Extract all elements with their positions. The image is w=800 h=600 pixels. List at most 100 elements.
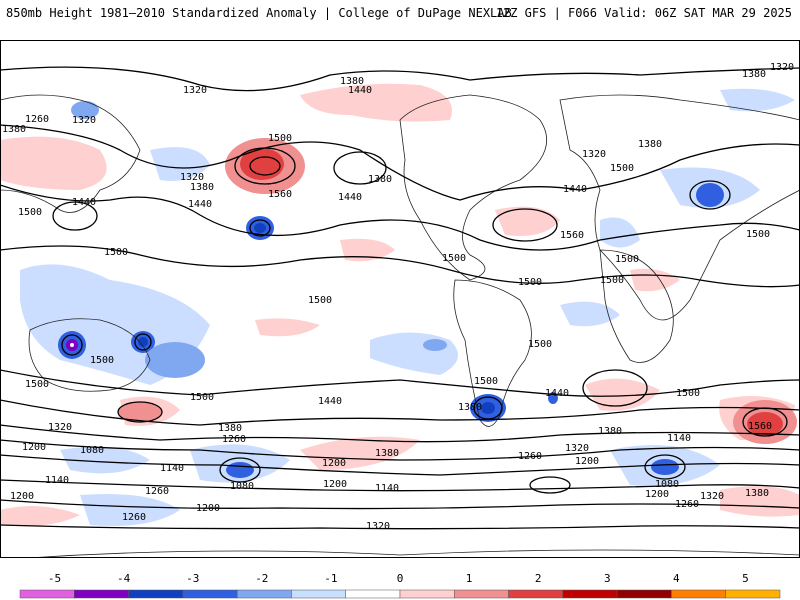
contour-label: 1560 bbox=[268, 189, 292, 200]
contour-label: 1200 bbox=[22, 442, 46, 453]
contour-label: 1260 bbox=[518, 451, 542, 462]
colorbar-swatch bbox=[616, 589, 672, 599]
weather-map: 1320 1260 1320 1380 1380 1440 1500 1560 … bbox=[0, 40, 800, 558]
colorbar-swatch bbox=[345, 589, 401, 599]
contour-label: 1500 bbox=[615, 254, 639, 265]
contour-label: 1320 bbox=[366, 521, 390, 532]
contour-label: 1440 bbox=[563, 184, 587, 195]
contour-label: 1380 bbox=[190, 182, 214, 193]
colorbar-tick-label: 2 bbox=[535, 572, 542, 585]
contour-label: 1380 bbox=[368, 174, 392, 185]
contour-label: 1140 bbox=[375, 483, 399, 494]
contour-label: 1500 bbox=[600, 275, 624, 286]
contour-label: 1500 bbox=[90, 355, 114, 366]
header: 850mb Height 1981–2010 Standardized Anom… bbox=[0, 0, 800, 40]
contour-label: 1320 bbox=[48, 422, 72, 433]
contour-label: 1320 bbox=[770, 62, 794, 73]
contour-label: 1080 bbox=[230, 481, 254, 492]
colorbar-swatch bbox=[508, 589, 564, 599]
contour-label: 1320 bbox=[183, 85, 207, 96]
contour-label: 1500 bbox=[25, 379, 49, 390]
colorbar-swatch bbox=[562, 589, 618, 599]
colorbar-swatch bbox=[19, 589, 75, 599]
contour-label: 1380 bbox=[375, 448, 399, 459]
contour-label: 1200 bbox=[10, 491, 34, 502]
colorbar-swatch bbox=[291, 589, 346, 599]
contour-label: 1500 bbox=[474, 376, 498, 387]
colorbar-swatch bbox=[671, 589, 726, 599]
colorbar-tick-label: -4 bbox=[117, 572, 131, 585]
contour-label: 1380 bbox=[638, 139, 662, 150]
contour-label: 1440 bbox=[338, 192, 362, 203]
contour-label: 1440 bbox=[348, 85, 372, 96]
contour-label: 1380 bbox=[742, 69, 766, 80]
contour-label: 1200 bbox=[322, 458, 346, 469]
coastlines bbox=[0, 94, 800, 558]
contour-label: 1500 bbox=[746, 229, 770, 240]
model-run-info: 12Z GFS | F066 Valid: 06Z SAT MAR 29 202… bbox=[495, 6, 792, 20]
contour-label: 1500 bbox=[190, 392, 214, 403]
contour-label: 1140 bbox=[160, 463, 184, 474]
contour-labels: 1320 1260 1320 1380 1380 1440 1500 1560 … bbox=[2, 62, 794, 532]
contour-label: 1500 bbox=[104, 247, 128, 258]
contour-label: 1200 bbox=[645, 489, 669, 500]
contour-label: 1320 bbox=[180, 172, 204, 183]
colorbar-ticks: -5 -4 -3 -2 -1 0 1 2 3 4 5 bbox=[48, 572, 749, 585]
contour-label: 1380 bbox=[218, 423, 242, 434]
contour-label: 1080 bbox=[655, 479, 679, 490]
colorbar-swatches bbox=[19, 589, 781, 599]
contour-label: 1440 bbox=[72, 197, 96, 208]
contour-label: 1380 bbox=[2, 124, 26, 135]
contour-label: 1260 bbox=[675, 499, 699, 510]
colorbar-swatch bbox=[128, 589, 184, 599]
colorbar-swatch bbox=[399, 589, 455, 599]
colorbar-tick-label: 4 bbox=[673, 572, 680, 585]
contour-label: 1260 bbox=[145, 486, 169, 497]
contour-label: 1560 bbox=[748, 421, 772, 432]
contour-label: 1260 bbox=[122, 512, 146, 523]
contour-label: 1380 bbox=[598, 426, 622, 437]
contour-label: 1380 bbox=[458, 402, 482, 413]
height-contours bbox=[0, 66, 800, 530]
contour-label: 1200 bbox=[323, 479, 347, 490]
contour-label: 1440 bbox=[318, 396, 342, 407]
colorbar-tick-label: 1 bbox=[466, 572, 473, 585]
contour-label: 1500 bbox=[18, 207, 42, 218]
contour-label: 1500 bbox=[308, 295, 332, 306]
contour-label: 1140 bbox=[667, 433, 691, 444]
contour-label: 1560 bbox=[560, 230, 584, 241]
contour-label: 1440 bbox=[545, 388, 569, 399]
colorbar-tick-label: 5 bbox=[742, 572, 749, 585]
map-title: 850mb Height 1981–2010 Standardized Anom… bbox=[6, 6, 512, 20]
contour-label: 1500 bbox=[676, 388, 700, 399]
colorbar-swatch bbox=[725, 589, 781, 599]
contour-label: 1320 bbox=[565, 443, 589, 454]
colorbar-tick-label: -3 bbox=[186, 572, 199, 585]
contour-label: 1500 bbox=[268, 133, 292, 144]
contour-label: 1200 bbox=[575, 456, 599, 467]
contour-label: 1320 bbox=[582, 149, 606, 160]
contour-label: 1500 bbox=[442, 253, 466, 264]
colorbar-swatch bbox=[74, 589, 129, 599]
contour-label: 1320 bbox=[700, 491, 724, 502]
colorbar-swatch bbox=[182, 589, 238, 599]
colorbar-swatch bbox=[454, 589, 509, 599]
colorbar-tick-label: -1 bbox=[324, 572, 337, 585]
contour-label: 1080 bbox=[80, 445, 104, 456]
contour-label: 1500 bbox=[610, 163, 634, 174]
contour-label: 1260 bbox=[25, 114, 49, 125]
contour-label: 1320 bbox=[72, 115, 96, 126]
contour-label: 1380 bbox=[340, 76, 364, 87]
colorbar-tick-label: -2 bbox=[255, 572, 268, 585]
contour-label: 1380 bbox=[745, 488, 769, 499]
contour-label: 1500 bbox=[528, 339, 552, 350]
colorbar-tick-label: 3 bbox=[604, 572, 611, 585]
colorbar-tick-label: 0 bbox=[397, 572, 404, 585]
contour-label: 1500 bbox=[518, 277, 542, 288]
colorbar: -5 -4 -3 -2 -1 0 1 2 3 4 5 bbox=[19, 572, 781, 599]
colorbar-swatch bbox=[236, 589, 292, 599]
contour-label: 1440 bbox=[188, 199, 212, 210]
contour-label: 1200 bbox=[196, 503, 220, 514]
colorbar-tick-label: -5 bbox=[48, 572, 61, 585]
contour-label: 1140 bbox=[45, 475, 69, 486]
